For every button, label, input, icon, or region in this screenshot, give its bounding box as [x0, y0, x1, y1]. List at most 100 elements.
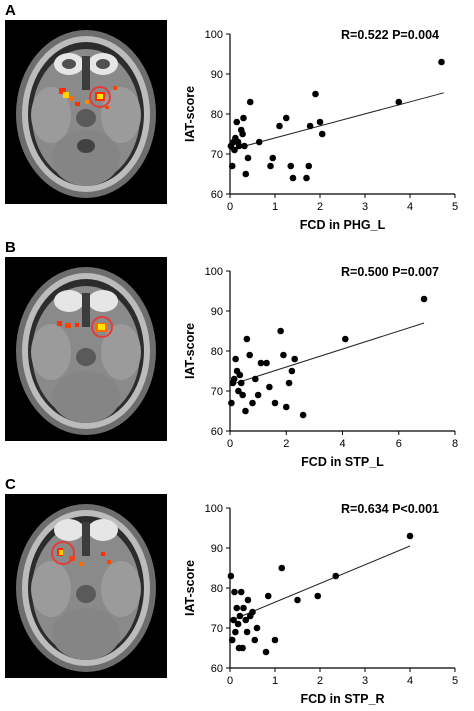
- data-point: [263, 359, 270, 367]
- scatter-chart-a: 60 70 80 90 100 0 1 2 3 4 5 R=0.522 P=0.004 FCD in P…: [183, 28, 458, 232]
- x-axis-label: FCD in STP_L: [301, 455, 384, 469]
- data-point: [395, 98, 403, 106]
- data-point: [249, 399, 256, 407]
- data-point: [314, 592, 322, 600]
- trend-line: [232, 545, 411, 621]
- data-point: [291, 355, 298, 363]
- data-point: [269, 154, 277, 162]
- data-point: [406, 532, 414, 540]
- x-tick-label: 0: [227, 438, 233, 450]
- data-point: [235, 142, 243, 150]
- y-tick-label: 60: [211, 426, 223, 438]
- data-point: [332, 572, 340, 580]
- figure-panel-c: C 60 70 80 90 100 0 1 2 3 4 5 R=0.634 P<0.001 FCD in…: [0, 474, 474, 711]
- data-point: [255, 138, 263, 146]
- data-point: [235, 387, 242, 395]
- x-tick-label: 2: [283, 438, 289, 450]
- data-point: [267, 162, 274, 170]
- data-point: [234, 620, 242, 628]
- data-point: [318, 130, 326, 138]
- y-axis-label: IAT-score: [183, 86, 197, 142]
- panel-letter: B: [5, 239, 16, 256]
- data-point: [233, 604, 241, 612]
- data-point: [242, 170, 250, 178]
- x-axis-label: FCD in PHG_L: [300, 218, 386, 232]
- x-tick-label: 0: [227, 675, 233, 687]
- y-tick-label: 70: [211, 149, 223, 161]
- data-point: [246, 351, 253, 359]
- figure-panel-a: A 60 70 80 90 100 0 1 2 3 4 5 R=0.522 P=0.004 FCD in…: [0, 0, 474, 237]
- data-point: [278, 564, 286, 572]
- y-tick-label: 70: [211, 386, 223, 398]
- data-point: [438, 58, 445, 66]
- data-point: [239, 644, 246, 652]
- y-tick-label: 80: [211, 583, 223, 595]
- data-point: [257, 359, 265, 367]
- data-point: [236, 612, 244, 620]
- chart-title: R=0.634 P<0.001: [341, 502, 439, 516]
- data-point: [271, 399, 279, 407]
- y-axis-label: IAT-score: [183, 323, 197, 379]
- data-point: [237, 379, 245, 387]
- chart-title: R=0.522 P=0.004: [341, 28, 439, 42]
- data-point: [240, 114, 247, 122]
- data-point: [249, 608, 256, 616]
- data-point: [262, 648, 270, 656]
- data-point: [230, 375, 238, 383]
- y-tick-label: 70: [211, 623, 223, 635]
- data-point: [231, 588, 238, 596]
- data-point: [240, 604, 247, 612]
- data-point: [289, 174, 297, 182]
- y-tick-label: 100: [205, 266, 223, 278]
- data-point: [312, 90, 319, 98]
- figure-panel-b: B 60 70 80 90 100 0 2 4 6 8 R=0.500 P=0.007 FCD in …: [0, 237, 474, 474]
- data-point: [277, 327, 284, 335]
- panel-letter: A: [5, 2, 16, 19]
- data-point: [420, 295, 428, 303]
- data-point: [232, 628, 239, 636]
- x-tick-label: 4: [339, 438, 345, 450]
- x-tick-label: 1: [272, 201, 278, 213]
- data-point: [251, 636, 259, 644]
- y-tick-label: 60: [211, 663, 223, 675]
- scatter-chart-b: 60 70 80 90 100 0 2 4 6 8 R=0.500 P=0.007 FCD in ST…: [183, 265, 458, 469]
- data-point: [243, 628, 251, 636]
- data-point: [280, 351, 287, 359]
- data-point: [299, 411, 307, 419]
- y-tick-label: 90: [211, 543, 223, 555]
- data-point: [282, 403, 290, 411]
- data-point: [285, 379, 293, 387]
- data-point: [264, 592, 272, 600]
- brain-slice-image: [5, 494, 167, 678]
- y-tick-label: 90: [211, 69, 223, 81]
- data-point: [237, 588, 245, 596]
- data-point: [228, 399, 235, 407]
- data-point: [316, 118, 324, 126]
- x-tick-label: 4: [407, 201, 413, 213]
- y-tick-label: 90: [211, 306, 223, 318]
- data-point: [239, 391, 246, 399]
- data-point: [233, 118, 241, 126]
- data-point: [242, 616, 250, 624]
- x-tick-label: 1: [272, 675, 278, 687]
- data-point: [305, 162, 313, 170]
- data-point: [227, 572, 235, 580]
- data-point: [254, 391, 262, 399]
- data-point: [288, 367, 296, 375]
- data-point: [244, 154, 252, 162]
- data-point: [294, 596, 301, 604]
- data-point: [271, 636, 279, 644]
- chart-title: R=0.500 P=0.007: [341, 265, 439, 279]
- y-tick-label: 100: [205, 503, 223, 515]
- data-point: [231, 146, 238, 154]
- y-tick-label: 80: [211, 109, 223, 121]
- data-point: [232, 355, 239, 363]
- data-point: [306, 122, 314, 130]
- scatter-chart-c: 60 70 80 90 100 0 1 2 3 4 5 R=0.634 P<0.001 FCD in S…: [183, 502, 458, 706]
- data-point: [239, 130, 246, 138]
- x-tick-label: 6: [396, 438, 402, 450]
- data-point: [228, 636, 236, 644]
- data-point: [236, 371, 244, 379]
- x-tick-label: 8: [452, 438, 458, 450]
- x-tick-label: 5: [452, 675, 458, 687]
